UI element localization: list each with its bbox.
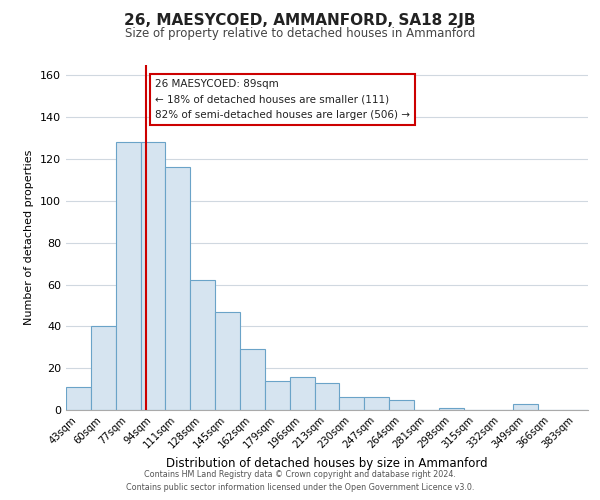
Bar: [439, 408, 464, 410]
Text: 26, MAESYCOED, AMMANFORD, SA18 2JB: 26, MAESYCOED, AMMANFORD, SA18 2JB: [124, 12, 476, 28]
Bar: [215, 312, 240, 410]
Bar: [190, 280, 215, 410]
Bar: [265, 380, 290, 410]
Bar: [389, 400, 414, 410]
Bar: [91, 326, 116, 410]
Bar: [166, 168, 190, 410]
Bar: [340, 398, 364, 410]
Bar: [514, 404, 538, 410]
Bar: [66, 387, 91, 410]
Text: Contains HM Land Registry data © Crown copyright and database right 2024.
Contai: Contains HM Land Registry data © Crown c…: [126, 470, 474, 492]
Bar: [314, 383, 340, 410]
Bar: [240, 350, 265, 410]
Bar: [140, 142, 166, 410]
Bar: [364, 398, 389, 410]
Bar: [290, 376, 314, 410]
Bar: [116, 142, 140, 410]
X-axis label: Distribution of detached houses by size in Ammanford: Distribution of detached houses by size …: [166, 458, 488, 470]
Text: 26 MAESYCOED: 89sqm
← 18% of detached houses are smaller (111)
82% of semi-detac: 26 MAESYCOED: 89sqm ← 18% of detached ho…: [155, 79, 410, 120]
Y-axis label: Number of detached properties: Number of detached properties: [25, 150, 34, 325]
Text: Size of property relative to detached houses in Ammanford: Size of property relative to detached ho…: [125, 28, 475, 40]
